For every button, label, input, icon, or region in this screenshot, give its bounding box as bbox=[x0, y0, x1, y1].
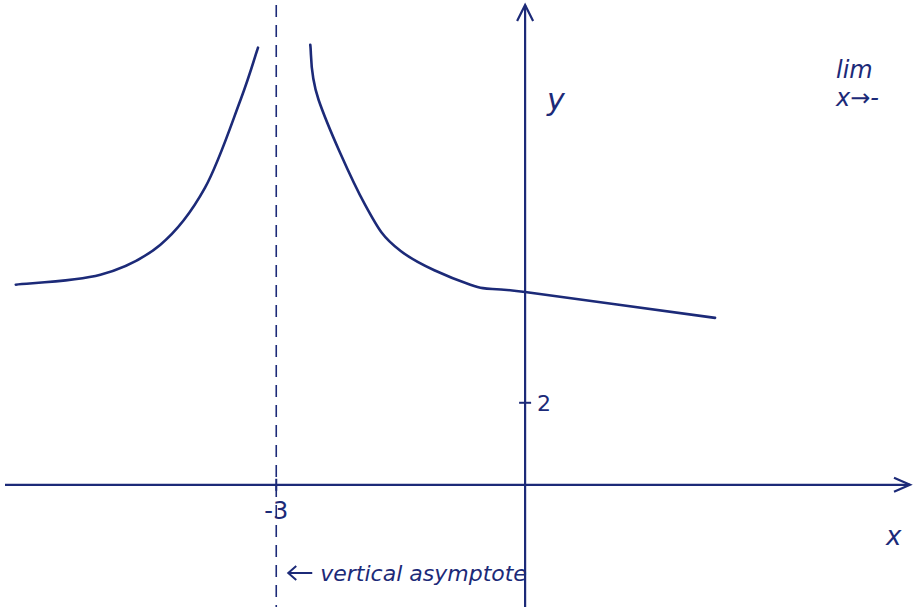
annotation-arrow bbox=[288, 566, 312, 580]
annotation: lim bbox=[836, 56, 873, 84]
asymptote-line bbox=[275, 5, 277, 607]
x-axis-title: x bbox=[885, 521, 902, 551]
x-axis bbox=[5, 484, 910, 486]
y-tick-label: 2 bbox=[537, 391, 551, 416]
y-axis-arrow bbox=[517, 5, 533, 21]
y-axis-title: y bbox=[546, 82, 566, 117]
curve bbox=[16, 45, 715, 318]
y-axis bbox=[524, 5, 526, 607]
annotation: x→- bbox=[835, 84, 879, 112]
x-axis-arrow bbox=[894, 478, 910, 492]
y-tick bbox=[519, 402, 531, 404]
annotation: vertical asymptote bbox=[320, 561, 527, 586]
chart: yx-32vertical asymptotelimx→- bbox=[0, 0, 915, 612]
